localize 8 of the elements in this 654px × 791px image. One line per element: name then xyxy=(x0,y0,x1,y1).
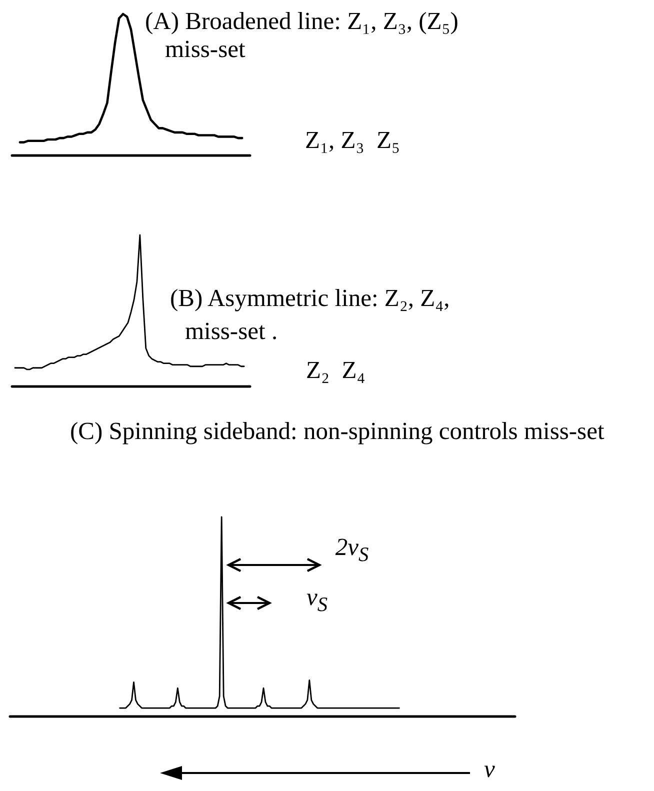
text: Z₂ Z₄ xyxy=(306,357,366,385)
chart-title: (C) Spinning sideband: non-spinning controls miss-set xyxy=(70,418,604,445)
chart-title: (A) Broadened line: Z₁, Z₃, (Z₅) miss-set xyxy=(145,8,458,63)
text: Z₁, Z₃ Z₅ xyxy=(305,127,400,155)
annotation: 2ν$_{S}$ xyxy=(335,534,369,566)
x-axis-title: ν xyxy=(484,756,495,784)
chart-title: (B) Asymmetric line: Z₂, Z₄, miss-set . xyxy=(170,285,450,345)
annotation: ν$_{S}$ xyxy=(306,584,328,616)
